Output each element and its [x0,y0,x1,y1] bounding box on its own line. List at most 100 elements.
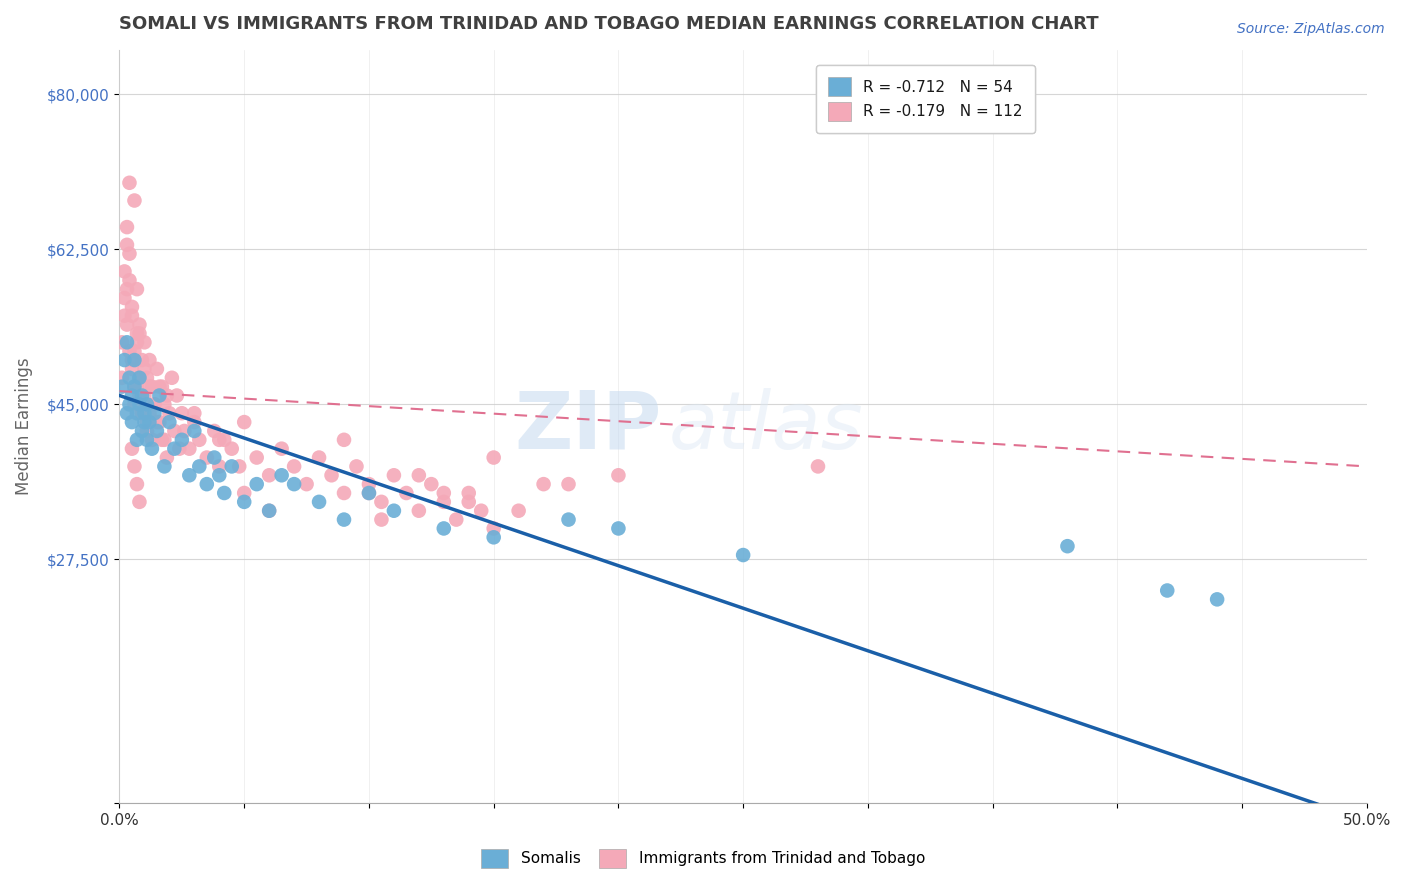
Point [357,477,380,491]
Point [128,388,150,402]
Point [195,450,218,465]
Point [183,406,205,420]
Point [357,486,380,500]
Point [128,371,150,385]
Point [179,442,201,456]
Point [125,282,148,296]
Point [111,335,134,350]
Point [136,424,159,438]
Point [125,477,148,491]
Point [121,442,143,456]
Point [118,397,141,411]
Point [169,442,191,456]
Point [607,468,630,483]
Point [125,379,148,393]
Point [124,397,146,411]
Point [283,477,305,491]
Point [333,486,356,500]
Point [121,388,143,402]
Point [138,415,160,429]
Point [160,371,183,385]
Point [157,406,180,420]
Point [146,415,169,429]
Point [433,486,456,500]
Point [150,379,173,393]
Point [118,344,141,359]
Point [202,424,225,438]
Point [270,442,292,456]
Point [1056,539,1078,553]
Point [125,335,148,350]
Point [115,335,138,350]
Point [214,486,236,500]
Point [118,371,141,385]
Point [128,326,150,341]
Point [233,415,256,429]
Point [121,309,143,323]
Point [156,388,179,402]
Point [121,415,143,429]
Point [163,442,186,456]
Point [221,442,243,456]
Point [143,406,166,420]
Point [557,477,579,491]
Text: SOMALI VS IMMIGRANTS FROM TRINIDAD AND TOBAGO MEDIAN EARNINGS CORRELATION CHART: SOMALI VS IMMIGRANTS FROM TRINIDAD AND T… [120,15,1099,33]
Text: atlas: atlas [668,387,863,466]
Point [183,415,205,429]
Point [150,433,173,447]
Point [114,353,136,368]
Point [128,371,150,385]
Point [170,406,193,420]
Point [357,486,380,500]
Point [208,459,231,474]
Point [246,477,269,491]
Point [308,495,330,509]
Point [163,424,186,438]
Point [115,318,138,332]
Point [257,504,280,518]
Point [148,388,170,402]
Point [118,176,141,190]
Point [508,504,530,518]
Point [470,504,492,518]
Point [257,468,280,483]
Point [114,264,136,278]
Point [295,477,318,491]
Point [143,397,166,411]
Point [136,415,159,429]
Point [228,459,250,474]
Point [125,406,148,420]
Point [1156,583,1178,598]
Point [153,433,176,447]
Point [188,433,211,447]
Point [183,424,205,438]
Point [221,459,243,474]
Point [131,353,153,368]
Point [457,495,479,509]
Point [121,300,143,314]
Point [141,433,163,447]
Point [321,468,343,483]
Point [170,433,193,447]
Point [157,415,180,429]
Text: ZIP: ZIP [515,387,662,466]
Point [208,433,231,447]
Point [433,521,456,535]
Point [446,513,468,527]
Point [138,379,160,393]
Point [233,495,256,509]
Point [114,291,136,305]
Point [134,362,156,376]
Point [370,495,392,509]
Point [141,442,163,456]
Point [131,406,153,420]
Point [153,397,176,411]
Point [408,468,430,483]
Point [146,424,169,438]
Point [346,459,368,474]
Point [115,406,138,420]
Point [146,362,169,376]
Point [134,415,156,429]
Point [382,468,405,483]
Y-axis label: Median Earnings: Median Earnings [15,358,32,495]
